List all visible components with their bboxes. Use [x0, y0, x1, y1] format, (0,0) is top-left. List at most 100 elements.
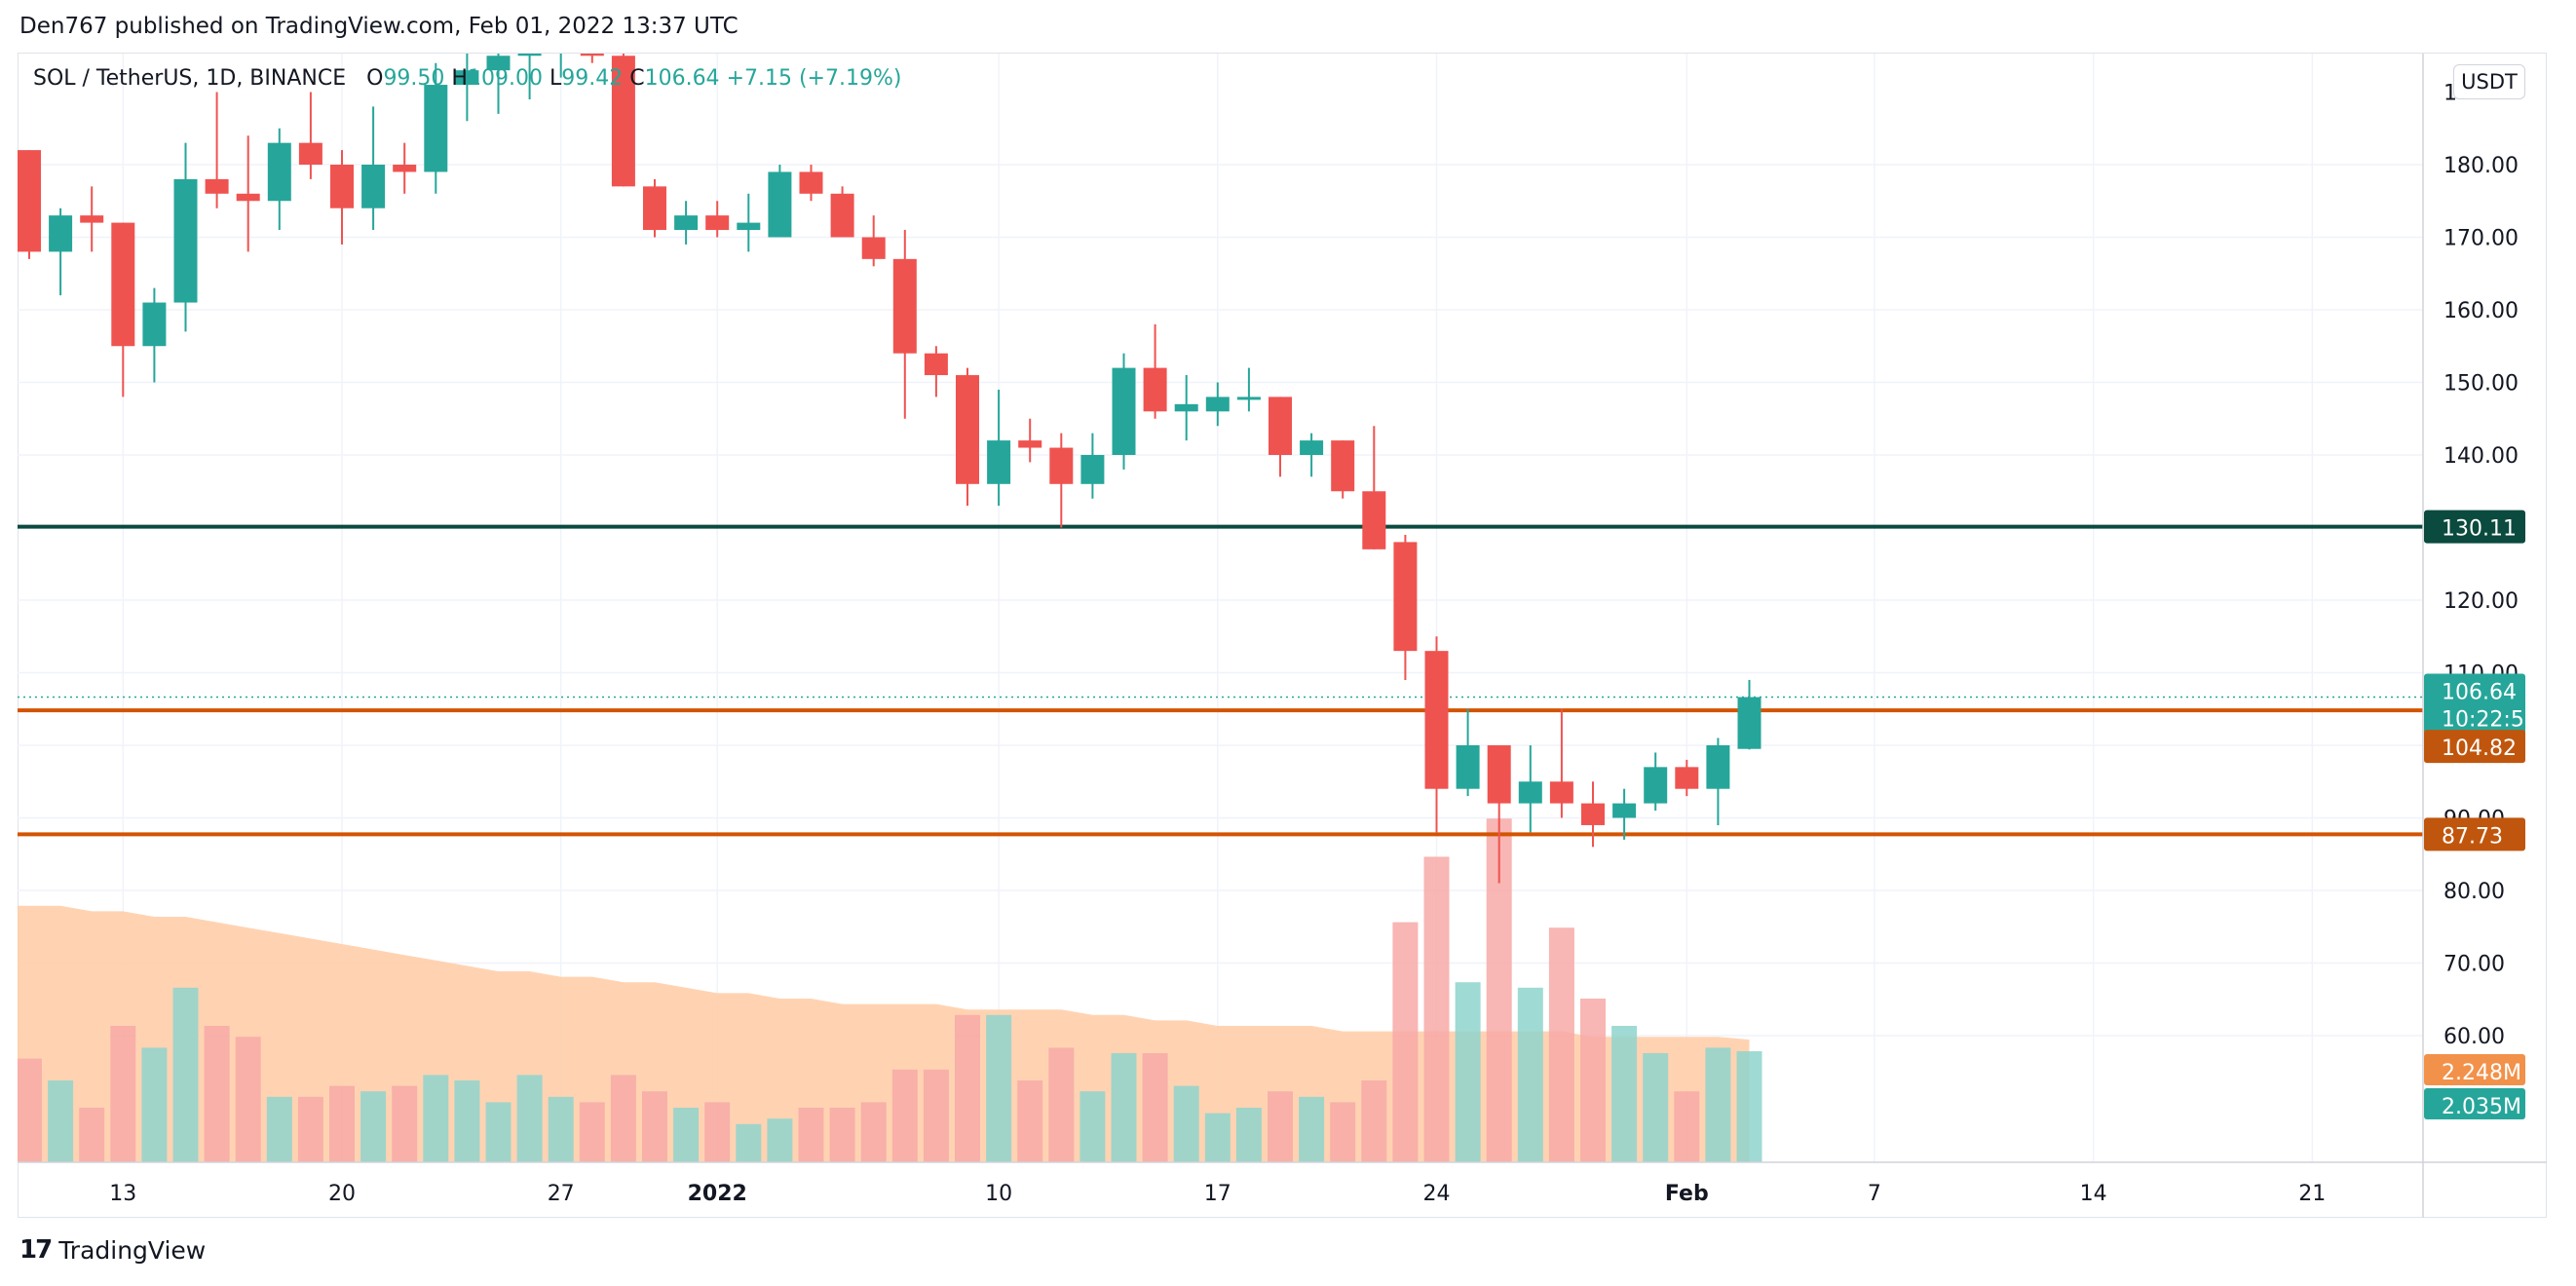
volume-bar: [1111, 1053, 1137, 1162]
volume-bar: [329, 1085, 355, 1162]
level-badge-87-label: 87.73: [2442, 824, 2503, 849]
candle-body: [1143, 367, 1167, 412]
candle-body: [643, 186, 666, 231]
volume-bar: [1517, 987, 1543, 1162]
volume-bar: [1235, 1108, 1262, 1162]
price-tick-label: 180.00: [2443, 154, 2519, 178]
open-value: 99.50: [383, 66, 445, 91]
candle-body: [1112, 367, 1136, 455]
candle-body: [1644, 767, 1668, 804]
candle-body: [1487, 745, 1511, 804]
volume-bar: [829, 1108, 855, 1162]
candle-body: [861, 237, 886, 259]
volume-bar: [798, 1108, 824, 1162]
volume-bar: [767, 1118, 793, 1162]
tradingview-logo[interactable]: 17 TradingView: [19, 1235, 206, 1265]
price-tick-label: 80.00: [2443, 880, 2505, 904]
volume-bar: [736, 1123, 762, 1162]
time-tick-label: 13: [109, 1182, 136, 1206]
candle-body: [1706, 745, 1730, 789]
volume-bar: [860, 1102, 887, 1162]
volume-bar: [642, 1091, 667, 1162]
time-tick-label: 10: [985, 1182, 1012, 1206]
volume-bar: [1736, 1051, 1762, 1162]
candle-body: [173, 178, 198, 303]
price-tick-label: 170.00: [2443, 227, 2519, 251]
candle-body: [549, 26, 573, 41]
volume-bar: [579, 1102, 605, 1162]
candle-body: [18, 150, 41, 252]
volume-bar: [204, 1026, 230, 1162]
volume-bar: [1299, 1096, 1325, 1162]
volume-bar: [172, 987, 199, 1162]
volume-bar: [79, 1108, 105, 1162]
volume-bar: [360, 1091, 387, 1162]
time-tick-label: Feb: [1665, 1182, 1709, 1206]
chart-frame: [18, 53, 2547, 1218]
candle-body: [298, 142, 322, 165]
volume-bar: [1204, 1113, 1231, 1162]
volume-ma-badge: [2424, 1054, 2525, 1085]
candle-body: [330, 165, 354, 208]
candle-body: [1518, 781, 1542, 804]
candle-body: [1174, 403, 1198, 412]
candle-body: [1300, 440, 1324, 455]
candle-body: [924, 353, 948, 376]
high-value: 109.00: [467, 66, 543, 91]
price-tick-label: 70.00: [2443, 953, 2505, 977]
volume-bar: [610, 1075, 636, 1162]
volume-bar: [1017, 1080, 1043, 1162]
level-badge-130-label: 130.11: [2442, 517, 2517, 542]
volume-bar: [1580, 999, 1606, 1162]
volume-bar: [1548, 927, 1574, 1162]
symbol-legend: SOL / TetherUS, 1D, BINANCE O99.50 H109.…: [33, 66, 901, 91]
currency-unit-button[interactable]: USDT: [2453, 64, 2525, 99]
volume-bar: [1173, 1085, 1199, 1162]
volume-bar: [266, 1096, 292, 1162]
candle-body: [892, 258, 917, 354]
volume-bar: [986, 1014, 1012, 1162]
level-badge-104-label: 104.82: [2442, 737, 2517, 761]
candle-body: [1049, 447, 1074, 484]
candle-body: [611, 56, 635, 187]
symbol-label[interactable]: SOL / TetherUS, 1D, BINANCE: [33, 66, 347, 91]
candle-body: [1393, 542, 1418, 652]
low-label: L: [549, 66, 562, 91]
candle-body: [956, 375, 979, 484]
price-tick-label: 60.00: [2443, 1025, 2505, 1049]
volume-bar: [1142, 1053, 1168, 1162]
candle-body: [705, 215, 730, 231]
candle-body: [1612, 803, 1637, 818]
volume-bar: [454, 1080, 480, 1162]
candle-body: [424, 85, 448, 172]
volume-bar: [1455, 982, 1481, 1162]
volume-bar: [1048, 1047, 1075, 1162]
candle-body: [1456, 745, 1480, 789]
level-badge-104: [2424, 730, 2525, 764]
candle-body: [1737, 697, 1762, 749]
candle-body: [1331, 440, 1355, 492]
volume-bar: [891, 1069, 918, 1162]
volume-bar: [1643, 1053, 1669, 1162]
volume-bar: [1392, 922, 1419, 1162]
candle-body: [1549, 781, 1573, 804]
candle-body: [1080, 455, 1105, 484]
candle-body: [111, 222, 135, 347]
candle-body: [1018, 440, 1042, 448]
volume-bar: [1080, 1091, 1106, 1162]
volume-bar: [48, 1080, 74, 1162]
volume-bar: [955, 1014, 980, 1162]
volume-bar: [1330, 1102, 1356, 1162]
plot-area[interactable]: [17, 0, 2423, 1162]
volume-bar: [297, 1096, 323, 1162]
current-price-badge-label: 10:22:53: [2442, 708, 2538, 733]
candle-body: [517, 54, 542, 57]
current-price-badge: [2424, 673, 2525, 735]
current-price-badge-label: 106.64: [2442, 681, 2517, 705]
candle-body: [987, 440, 1011, 484]
low-value: 99.42: [561, 66, 624, 91]
volume-bar: [1423, 856, 1450, 1162]
candle-body: [768, 171, 792, 238]
price-tick-label: 120.00: [2443, 589, 2519, 614]
